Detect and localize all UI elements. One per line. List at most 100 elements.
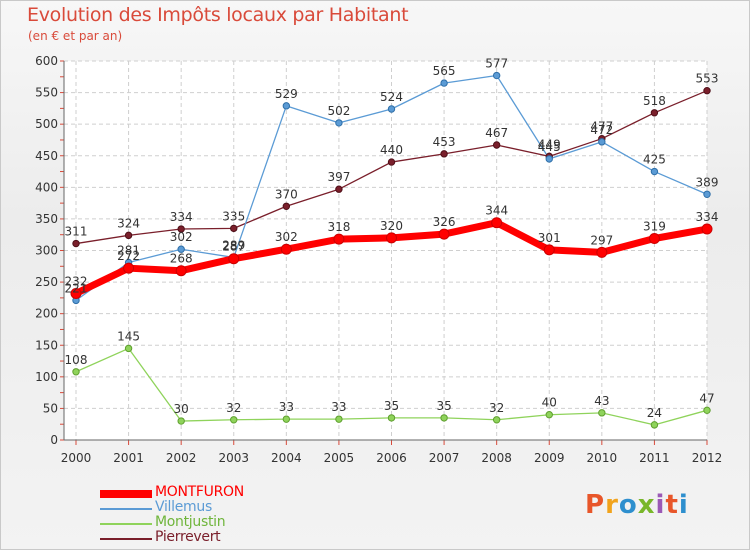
- data-point-pierrevert: [650, 109, 659, 117]
- x-tick-label: 2007: [429, 451, 460, 465]
- data-label-montfuron: 326: [433, 215, 456, 229]
- logo-letter: i: [655, 490, 666, 520]
- data-point-montfuron: [175, 265, 187, 277]
- data-label-montjustin: 24: [647, 406, 662, 420]
- data-point-villemus: [177, 245, 185, 253]
- data-point-villemus: [440, 79, 448, 87]
- data-label-montjustin: 33: [331, 400, 346, 414]
- data-point-montfuron: [333, 233, 345, 245]
- data-point-montfuron: [648, 232, 660, 244]
- logo-letter: r: [605, 490, 619, 520]
- data-label-villemus: 221: [65, 281, 88, 295]
- logo-letter: x: [637, 490, 656, 520]
- y-tick-label: 0: [50, 433, 58, 447]
- legend-swatch-montjustin: [100, 523, 152, 525]
- data-label-montjustin: 35: [384, 399, 399, 413]
- data-point-montfuron: [491, 217, 503, 229]
- y-tick-label: 100: [35, 370, 58, 384]
- data-label-montfuron: 302: [275, 230, 298, 244]
- data-point-pierrevert: [440, 150, 448, 158]
- data-point-pierrevert: [492, 141, 501, 149]
- data-point-montjustin: [598, 409, 606, 417]
- data-label-montjustin: 35: [436, 399, 451, 413]
- data-label-villemus: 389: [696, 175, 719, 189]
- data-point-montjustin: [124, 344, 133, 353]
- data-label-pierrevert: 335: [222, 209, 245, 223]
- data-label-pierrevert: 324: [117, 216, 140, 230]
- data-point-montjustin: [230, 416, 238, 424]
- data-point-montjustin: [650, 421, 659, 429]
- y-tick-label: 350: [35, 212, 58, 226]
- data-point-villemus: [545, 155, 553, 163]
- logo-letter: o: [618, 490, 638, 520]
- data-label-pierrevert: 449: [538, 137, 561, 151]
- data-label-villemus: 302: [170, 230, 193, 244]
- legend-label-montfuron: MONTFURON: [155, 484, 244, 500]
- data-point-villemus: [703, 190, 711, 198]
- data-point-montjustin: [545, 411, 553, 419]
- data-label-montjustin: 30: [174, 402, 189, 416]
- data-label-montfuron: 319: [643, 219, 666, 233]
- y-tick-label: 500: [35, 117, 58, 131]
- data-point-villemus: [282, 102, 291, 110]
- data-label-montjustin: 40: [542, 396, 557, 410]
- data-label-villemus: 289: [222, 238, 245, 252]
- x-tick-label: 2012: [692, 451, 723, 465]
- logo-letter: t: [665, 490, 679, 520]
- chart-title: Evolution des Impôts locaux par Habitant: [27, 4, 409, 26]
- data-label-villemus: 524: [380, 90, 403, 104]
- x-tick-label: 2001: [113, 451, 144, 465]
- legend-swatch-montfuron: [100, 490, 152, 498]
- data-point-montfuron: [386, 232, 397, 244]
- x-tick-label: 2000: [61, 451, 92, 465]
- data-label-pierrevert: 370: [275, 187, 298, 201]
- data-label-montfuron: 301: [538, 231, 561, 245]
- data-label-montjustin: 108: [65, 353, 88, 367]
- y-tick-label: 200: [35, 307, 58, 321]
- x-tick-label: 2006: [376, 451, 407, 465]
- data-point-montfuron: [228, 253, 240, 265]
- data-label-villemus: 472: [590, 123, 613, 137]
- data-label-villemus: 445: [538, 140, 561, 154]
- data-point-pierrevert: [124, 231, 133, 240]
- y-tick-label: 50: [43, 401, 58, 415]
- data-point-montjustin: [440, 414, 448, 422]
- x-tick-label: 2010: [587, 451, 618, 465]
- legend-swatch-villemus: [100, 508, 152, 510]
- data-point-montfuron: [543, 244, 555, 256]
- x-tick-label: 2008: [481, 451, 512, 465]
- data-point-villemus: [598, 138, 606, 146]
- data-label-pierrevert: 553: [696, 72, 719, 86]
- data-label-villemus: 281: [117, 244, 140, 258]
- chart-subtitle: (en € et par an): [28, 29, 123, 43]
- x-tick-label: 2005: [324, 451, 355, 465]
- data-point-montjustin: [703, 406, 711, 415]
- y-tick-label: 400: [35, 180, 58, 194]
- data-label-montjustin: 32: [489, 401, 504, 415]
- data-label-villemus: 425: [643, 153, 666, 167]
- data-point-montjustin: [72, 368, 80, 376]
- data-label-montjustin: 43: [594, 394, 609, 408]
- y-tick-label: 600: [35, 54, 58, 68]
- data-label-pierrevert: 453: [433, 135, 456, 149]
- data-label-montfuron: 232: [65, 274, 88, 288]
- data-point-montfuron: [596, 246, 608, 258]
- y-tick-label: 550: [35, 86, 58, 100]
- data-label-pierrevert: 467: [485, 126, 508, 140]
- data-point-montjustin: [177, 417, 185, 425]
- data-label-montfuron: 344: [485, 204, 508, 218]
- data-point-montjustin: [335, 415, 343, 423]
- legend-label-villemus: Villemus: [155, 499, 212, 515]
- data-point-pierrevert: [230, 224, 238, 233]
- data-label-villemus: 529: [275, 87, 298, 101]
- data-label-montfuron: 268: [170, 252, 193, 266]
- data-label-montfuron: 297: [590, 233, 613, 247]
- proxiti-logo: Proxiti: [585, 490, 689, 520]
- data-point-villemus: [492, 71, 501, 80]
- y-tick-label: 250: [35, 275, 58, 289]
- x-tick-label: 2002: [166, 451, 197, 465]
- x-tick-label: 2009: [534, 451, 565, 465]
- legend-swatch-pierrevert: [100, 538, 152, 540]
- data-label-pierrevert: 334: [170, 210, 193, 224]
- data-point-pierrevert: [335, 185, 343, 193]
